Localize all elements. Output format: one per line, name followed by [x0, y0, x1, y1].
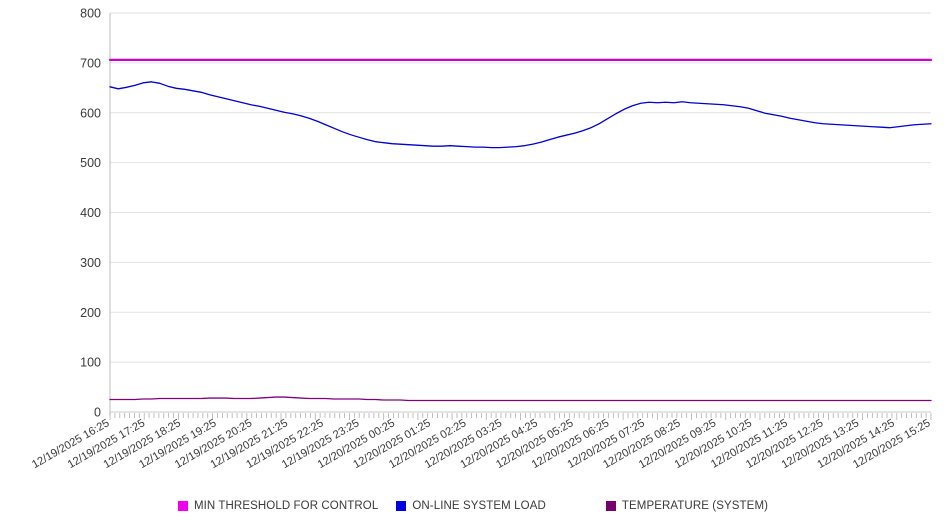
- legend-label-min-threshold: MIN THRESHOLD FOR CONTROL: [193, 500, 379, 512]
- y-tick-label-400: 400: [80, 206, 101, 220]
- y-tick-label-0: 0: [94, 406, 101, 420]
- y-tick-label-500: 500: [80, 156, 101, 170]
- y-axis-line: [109, 13, 931, 415]
- legend-swatch-min-threshold: [177, 501, 188, 511]
- x-axis-tick-marks: [109, 413, 932, 420]
- y-tick-label-600: 600: [80, 106, 101, 120]
- y-tick-label-800: 800: [80, 7, 101, 21]
- y-tick-label-300: 300: [80, 256, 101, 270]
- legend-label-online-system-load: ON-LINE SYSTEM LOAD: [412, 500, 546, 512]
- legend-item-online-system-load[interactable]: ON-LINE SYSTEM LOAD: [396, 500, 546, 512]
- legend-item-temperature-system[interactable]: TEMPERATURE (SYSTEM): [605, 500, 769, 512]
- y-tick-label-200: 200: [80, 306, 101, 320]
- y-tick-label-100: 100: [80, 356, 101, 370]
- legend-swatch-temperature-system: [605, 501, 616, 511]
- chart-legend: MIN THRESHOLD FOR CONTROL ON-LINE SYSTEM…: [0, 496, 946, 516]
- y-axis-tick-labels: 800 700 600 500 400 300 200 100 0: [80, 7, 101, 420]
- legend-item-min-threshold[interactable]: MIN THRESHOLD FOR CONTROL: [177, 500, 379, 512]
- series-line-1: [109, 81, 932, 149]
- legend-label-temperature-system: TEMPERATURE (SYSTEM): [621, 500, 769, 512]
- y-gridlines: [110, 12, 931, 413]
- y-tick-label-700: 700: [80, 56, 101, 70]
- series-line-2: [109, 396, 932, 402]
- legend-swatch-online-system-load: [396, 501, 407, 511]
- series-lines: [108, 58, 933, 402]
